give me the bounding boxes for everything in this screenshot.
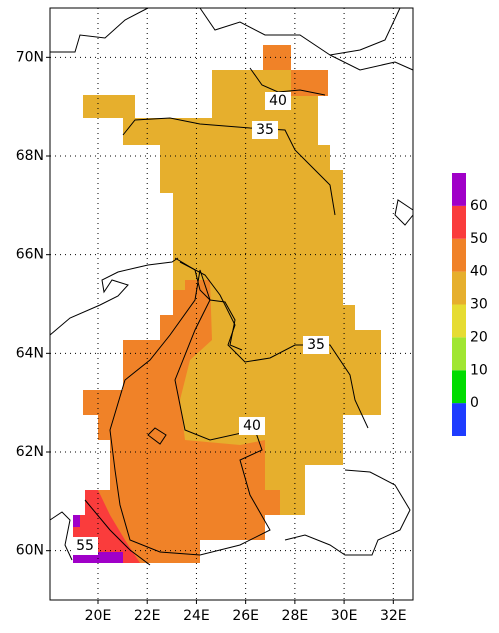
lon-tick-label: 22E xyxy=(134,608,161,624)
contour-labels: 40 35 35 40 55 xyxy=(72,92,329,555)
colorbar-swatch xyxy=(452,337,466,371)
contour-line xyxy=(84,499,151,566)
region-40-50 xyxy=(263,45,328,96)
contour-label-box xyxy=(239,417,265,435)
grid xyxy=(50,8,413,600)
colorbar-swatch xyxy=(452,403,466,436)
lon-tick-label: 32E xyxy=(380,608,407,624)
contour-label-box xyxy=(303,336,329,354)
colorbar-label: 0 xyxy=(470,395,479,411)
coastline xyxy=(174,257,243,351)
colorbar-swatch xyxy=(452,173,466,206)
contour-label: 40 xyxy=(243,418,261,434)
shaded-regions xyxy=(73,45,381,563)
coastline xyxy=(394,199,414,226)
colorbar-swatch xyxy=(452,238,466,272)
contour-label-box xyxy=(252,121,278,139)
coastlines xyxy=(49,7,414,561)
coastline xyxy=(49,257,179,336)
contour-line xyxy=(179,261,369,429)
colorbar-swatch xyxy=(452,271,466,305)
lon-tick-label: 30E xyxy=(331,608,358,624)
colorbar-label: 40 xyxy=(470,264,488,280)
coastline xyxy=(50,7,149,53)
contour-label-box xyxy=(72,537,98,555)
contour-label: 35 xyxy=(256,122,274,138)
colorbar: 0 10 20 30 40 50 60 xyxy=(452,173,488,436)
lon-tick-label: 20E xyxy=(85,608,112,624)
coastline xyxy=(284,469,411,556)
contour-label: 35 xyxy=(307,337,325,353)
contour-line xyxy=(147,427,167,445)
region-60-plus xyxy=(73,515,80,527)
lat-tick-label: 68N xyxy=(16,148,44,164)
lat-tick-label: 60N xyxy=(16,543,44,559)
coastline xyxy=(49,511,73,561)
lon-tick-label: 26E xyxy=(232,608,259,624)
coastline xyxy=(329,54,414,71)
colorbar-swatch xyxy=(452,205,466,239)
lat-tick-label: 70N xyxy=(16,49,44,65)
lat-tick-label: 66N xyxy=(16,247,44,263)
contour-label: 55 xyxy=(76,538,94,554)
colorbar-label: 20 xyxy=(470,329,488,345)
contour-line xyxy=(109,269,271,556)
lat-tick-label: 62N xyxy=(16,444,44,460)
contour-label-box xyxy=(265,92,291,110)
colorbar-label: 10 xyxy=(470,362,488,378)
map-frame xyxy=(49,7,414,601)
colorbar-label: 60 xyxy=(470,198,488,214)
colorbar-label: 50 xyxy=(470,231,488,247)
lon-tick-label: 28E xyxy=(282,608,309,624)
colorbar-swatch xyxy=(452,370,466,404)
region-40-50 xyxy=(83,280,280,563)
colorbar-label: 30 xyxy=(470,297,488,313)
coastline xyxy=(199,7,401,56)
lat-tick-label: 64N xyxy=(16,345,44,361)
contour-label: 40 xyxy=(269,93,287,109)
lon-tick-label: 24E xyxy=(183,608,210,624)
colorbar-swatch xyxy=(452,304,466,338)
